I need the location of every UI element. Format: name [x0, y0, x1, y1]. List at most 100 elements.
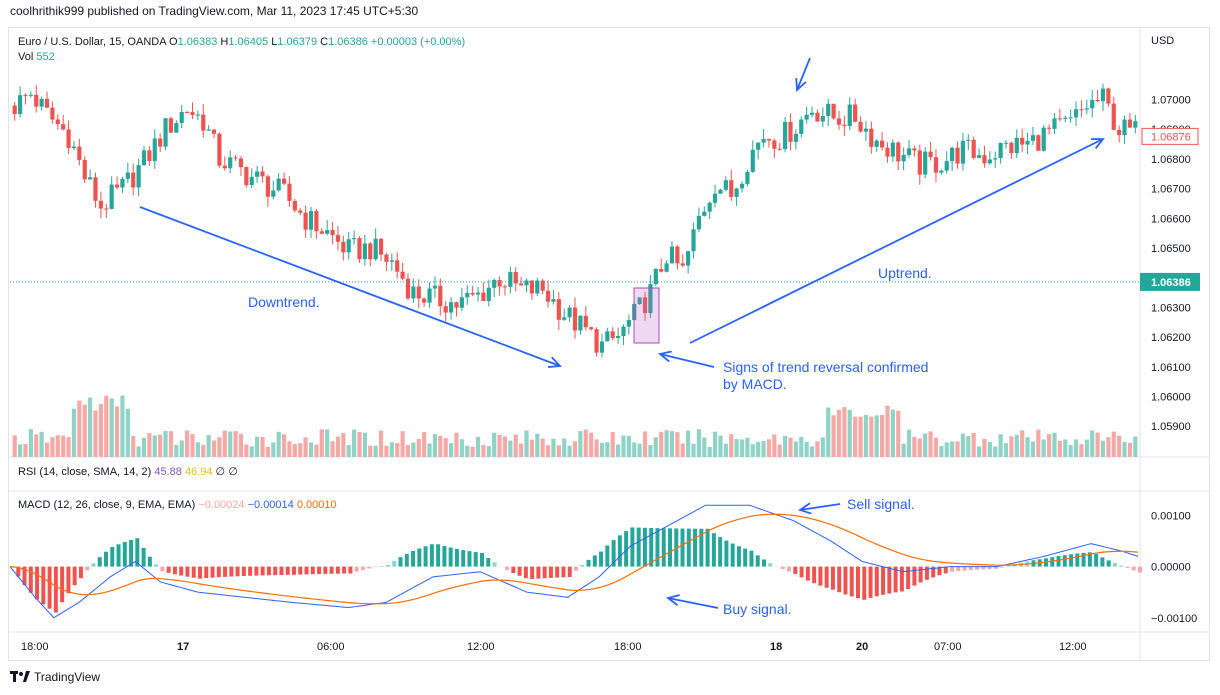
candle-body [98, 200, 103, 209]
macd-histogram-bar [693, 528, 698, 567]
volume-bar [206, 435, 211, 457]
candle-body [508, 272, 513, 287]
macd-histogram-bar [530, 566, 535, 580]
volume-bar [616, 444, 621, 457]
candle-body [1079, 109, 1084, 111]
downtrend-label: Downtrend. [248, 294, 320, 310]
candle-body [400, 271, 405, 279]
macd-legend[interactable]: MACD (12, 26, close, 9, EMA, EMA) −0.000… [18, 499, 337, 511]
tradingview-logo-icon [10, 671, 30, 682]
macd-histogram-bar [630, 527, 635, 567]
candle-body [1041, 127, 1046, 151]
volume-bar [12, 435, 17, 457]
volume-bar [933, 437, 939, 457]
macd-histogram-bar [97, 557, 102, 567]
macd-histogram-bar [580, 564, 585, 567]
candle-body [411, 286, 416, 299]
macd-histogram-bar [824, 566, 829, 588]
candle-body [723, 180, 728, 190]
candle-body [179, 111, 184, 124]
candle-body [583, 315, 588, 328]
candle-body [131, 172, 136, 188]
candle-body [885, 147, 890, 157]
candle-body [1014, 137, 1019, 154]
candle-body [44, 98, 50, 108]
candle-body [378, 238, 384, 255]
candle-body [459, 297, 464, 308]
volume-label: Vol [18, 51, 34, 63]
candle-body [793, 133, 798, 142]
time-tick-label: 17 [177, 641, 189, 653]
volume-bar [93, 410, 98, 457]
volume-bar [211, 440, 217, 457]
macd-histogram-bar [198, 566, 202, 579]
volume-bar [723, 443, 728, 457]
volume-bar [163, 430, 168, 457]
macd-histogram-bar [47, 566, 52, 609]
volume-bar [416, 438, 421, 457]
macd-histogram-bar [486, 557, 491, 567]
volume-bar [481, 445, 486, 457]
volume-bar [987, 442, 992, 457]
candle-body [1063, 117, 1068, 119]
candle-body [659, 268, 664, 272]
macd-histogram-bar [599, 551, 604, 567]
volume-bar [238, 433, 244, 457]
candle-body [519, 283, 524, 286]
volume-bar [739, 439, 745, 457]
macd-histogram-bar [323, 566, 328, 574]
volume-bar [23, 443, 28, 457]
volume-bar [384, 445, 389, 457]
candle-body [61, 124, 66, 130]
volume-bar [77, 400, 82, 457]
volume-bar [729, 434, 734, 457]
volume-bar [545, 445, 551, 457]
buy-signal-arrow [667, 597, 719, 609]
macd-histogram-bar [285, 566, 290, 575]
volume-bar [179, 440, 184, 457]
candle-body [174, 123, 179, 133]
macd-histogram-bar [649, 527, 654, 567]
volume-bar [567, 445, 572, 457]
macd-histogram-bar [492, 562, 497, 567]
volume-bar [1122, 441, 1127, 457]
macd-histogram-bar [668, 528, 672, 567]
macd-histogram-bar [41, 566, 46, 605]
rsi-legend[interactable]: RSI (14, close, SMA, 14, 2) 45.88 46.94 … [18, 465, 238, 478]
candle-body [389, 260, 394, 262]
macd-histogram-bar [1094, 553, 1099, 567]
high-value: 1.06405 [228, 36, 269, 48]
volume-bar [249, 446, 254, 457]
volume-bar [357, 431, 362, 457]
volume-bar [944, 442, 949, 457]
volume-bar [174, 445, 179, 457]
volume-bar [540, 438, 545, 457]
candle-body [950, 147, 955, 162]
volume-bar [906, 429, 912, 457]
candle-body [465, 292, 470, 298]
macd-histogram-bar [799, 566, 804, 578]
macd-histogram-bar [655, 528, 660, 567]
volume-bar [610, 431, 615, 457]
candle-body [556, 299, 561, 320]
macd-histogram-bar [843, 566, 848, 595]
macd-histogram-bar [555, 566, 560, 578]
open-value: 1.06383 [177, 36, 218, 48]
candle-body [23, 95, 28, 97]
candle-body [691, 229, 696, 252]
volume-bar [686, 430, 691, 457]
macd-histogram-bar [711, 533, 716, 567]
candle-body [836, 118, 842, 125]
candle-body [680, 263, 685, 266]
volume-legend[interactable]: Vol 552 [18, 51, 55, 63]
symbol-legend[interactable]: Euro / U.S. Dollar, 15, OANDA O1.06383 H… [18, 36, 465, 48]
candle-body [319, 231, 324, 234]
candle-body [168, 118, 174, 133]
time-tick-label: 18:00 [614, 641, 642, 653]
footer-brand[interactable]: TradingView [10, 670, 100, 684]
macd-histogram-bar [241, 566, 246, 576]
volume-bar [513, 434, 518, 457]
volume-bar [572, 441, 578, 457]
rsi-ma-value: 46.94 [184, 466, 213, 478]
